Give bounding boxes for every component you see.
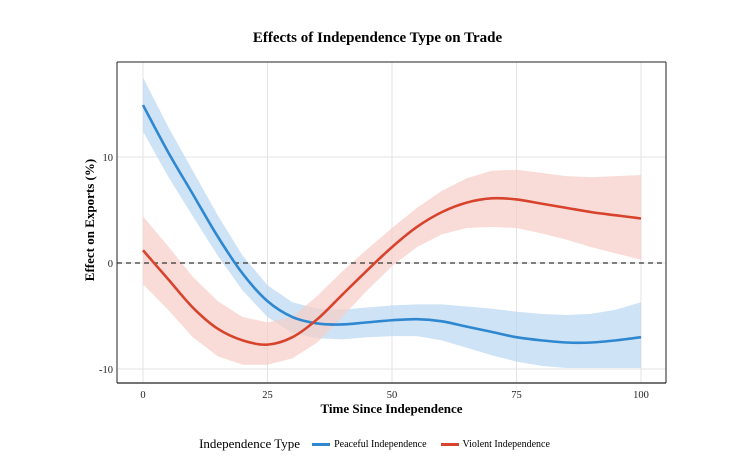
x-tick-label: 50 bbox=[387, 390, 398, 401]
y-tick-label: 10 bbox=[103, 153, 114, 164]
y-tick-label: 0 bbox=[108, 259, 113, 270]
legend-swatch-peaceful bbox=[312, 442, 331, 446]
x-tick-label: 0 bbox=[140, 390, 145, 401]
x-tick-label: 25 bbox=[262, 390, 273, 401]
legend-title: Independence Type bbox=[199, 436, 301, 451]
legend-item-violent: Violent Independence bbox=[439, 439, 550, 450]
series-line-peaceful bbox=[141, 104, 642, 345]
legend-label-violent: Violent Independence bbox=[462, 438, 550, 450]
legend-item-peaceful: Peaceful Independence bbox=[310, 438, 427, 450]
y-tick-label: -10 bbox=[99, 365, 113, 376]
confidence-band-violent bbox=[143, 169, 641, 365]
legend-swatch-violent bbox=[440, 442, 459, 446]
legend: Independence Type Peaceful Independence … bbox=[0, 436, 755, 452]
confidence-band-peaceful bbox=[143, 77, 641, 368]
y-axis-label: Effect on Exports (%) bbox=[82, 158, 97, 282]
x-tick-label: 75 bbox=[511, 390, 522, 401]
series-line-violent bbox=[142, 196, 642, 346]
legend-label-peaceful: Peaceful Independence bbox=[334, 438, 427, 450]
x-tick-label: 100 bbox=[633, 390, 649, 401]
chart-title: Effects of Independence Type on Trade bbox=[252, 30, 503, 46]
x-axis-label: Time Since Independence bbox=[320, 401, 463, 416]
